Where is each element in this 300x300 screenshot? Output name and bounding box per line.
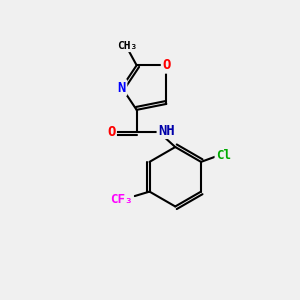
Text: O: O bbox=[162, 58, 170, 72]
Text: CF₃: CF₃ bbox=[110, 193, 133, 206]
Text: Cl: Cl bbox=[216, 149, 231, 162]
Text: CH₃: CH₃ bbox=[118, 41, 138, 51]
Text: O: O bbox=[107, 125, 116, 139]
Text: N: N bbox=[118, 81, 126, 94]
Text: NH: NH bbox=[158, 124, 175, 138]
